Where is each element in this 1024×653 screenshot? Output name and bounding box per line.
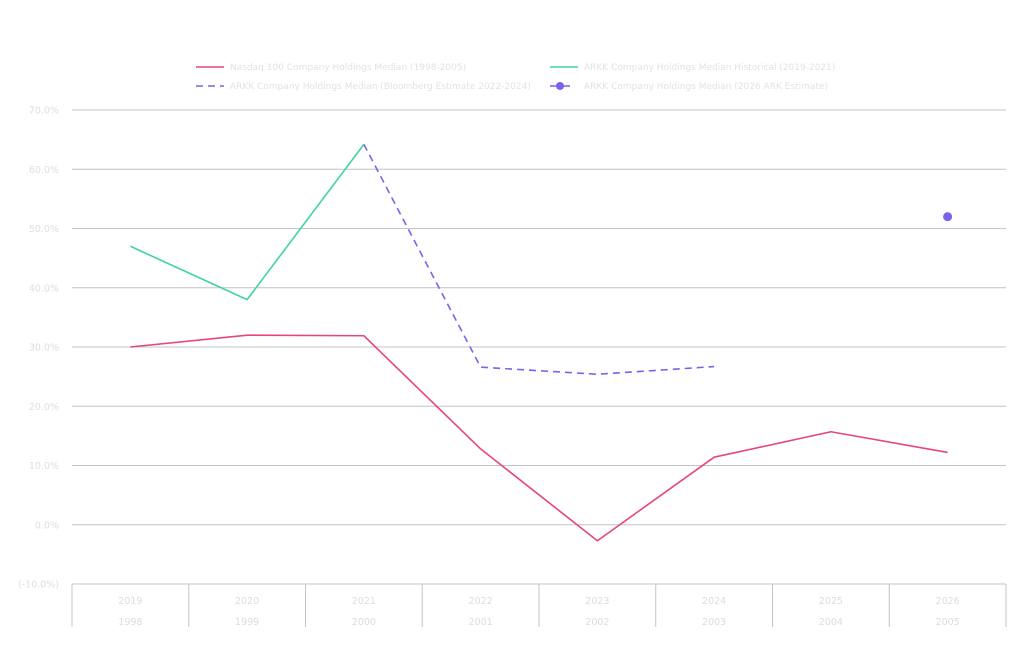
y-axis-labels: 70.0% 60.0% 50.0% 40.0% 30.0% 20.0% 10.0% 0.0% (… [18,106,59,591]
legend-item: ARKK Company Holdings Median (Bloomberg … [196,82,531,92]
x-tick-label: 2020 [235,596,259,607]
y-tick-label: 60.0% [29,165,59,176]
legend-label: ARKK Company Holdings Median (2026 ARK E… [584,82,828,92]
x-tick-label: 2024 [702,596,726,607]
x-tick-label-secondary: 2003 [702,617,726,628]
x-axis-categories: 2019 2020 2021 2022 2023 2024 2025 2026 1998 1999… [71,583,1007,628]
legend-item: Nasdaq 100 Company Holdings Median (1998… [196,63,466,73]
y-tick-label: 50.0% [29,224,59,235]
x-tick-label-secondary: 1999 [235,617,259,628]
x-tick-label: 2019 [118,596,142,607]
x-tick-label-secondary: 2000 [352,617,376,628]
series-marker [943,212,953,222]
x-tick-label: 2023 [585,596,609,607]
legend-label: ARKK Company Holdings Median Historical … [584,63,835,73]
legend-item: ARKK Company Holdings Median Historical … [550,63,835,73]
x-tick-label-secondary: 2002 [585,617,609,628]
series-lines [130,143,953,542]
series-line [363,143,715,376]
legend-marker [556,82,564,90]
gridlines [72,109,1006,526]
x-tick-label-secondary: 2001 [469,617,493,628]
y-tick-label: 40.0% [29,283,59,294]
x-tick-label-secondary: 2004 [819,617,843,628]
x-tick-label: 2021 [352,596,376,607]
y-tick-label: 30.0% [29,343,59,354]
x-tick-label: 2025 [819,596,843,607]
y-tick-label: 70.0% [29,106,59,117]
y-tick-label: 0.0% [35,520,59,531]
legend-label: Nasdaq 100 Company Holdings Median (1998… [230,63,466,73]
y-tick-label: 20.0% [29,402,59,413]
x-tick-label: 2022 [469,596,493,607]
x-tick-label: 2026 [936,596,960,607]
series-line [130,334,948,542]
legend-label: ARKK Company Holdings Median (Bloomberg … [230,82,531,92]
series-line [130,143,365,301]
x-tick-label-secondary: 1998 [118,617,142,628]
x-tick-label-secondary: 2005 [936,617,960,628]
y-tick-label: (-10.0%) [18,580,59,591]
legend-item: ARKK Company Holdings Median (2026 ARK E… [550,82,828,92]
chart-legend: Nasdaq 100 Company Holdings Median (1998… [196,63,835,92]
y-tick-label: 10.0% [29,461,59,472]
